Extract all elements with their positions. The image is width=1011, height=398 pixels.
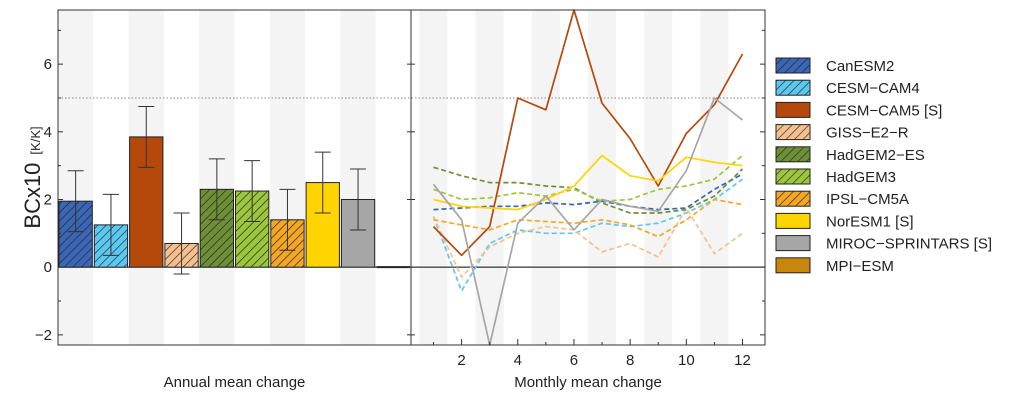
x-tick-label: 6 bbox=[570, 352, 578, 369]
legend-label: GISS−E2−R bbox=[826, 125, 909, 142]
legend-swatch bbox=[775, 146, 811, 163]
bg-stripe bbox=[531, 10, 560, 345]
y-tick-label: 2 bbox=[44, 191, 52, 208]
legend-swatch bbox=[775, 79, 811, 96]
y-axis-label-main: BCx10 bbox=[20, 163, 45, 229]
legend-swatch bbox=[775, 57, 811, 74]
legend-swatch bbox=[775, 101, 811, 118]
legend-label: NorESM1 [S] bbox=[826, 213, 914, 230]
series-line bbox=[432, 9, 744, 257]
legend-label: HadGEM3 bbox=[826, 169, 896, 186]
series-line bbox=[433, 173, 743, 211]
bg-stripe bbox=[644, 10, 673, 345]
y-tick-label: 0 bbox=[44, 259, 52, 276]
x-tick-label: 8 bbox=[626, 352, 634, 369]
bg-stripe bbox=[419, 10, 448, 345]
y-axis-label-unit: [K/K] bbox=[28, 126, 43, 154]
y-tick-label: 4 bbox=[44, 124, 52, 141]
bg-stripe bbox=[700, 10, 729, 345]
legend-label: MIROC−SPRINTARS [S] bbox=[826, 236, 992, 253]
legend-swatch bbox=[775, 190, 811, 207]
x-tick-label: 12 bbox=[734, 352, 751, 369]
x-tick-label: 4 bbox=[514, 352, 522, 369]
legend-label: CanESM2 bbox=[826, 58, 894, 75]
x-tick-label: 2 bbox=[457, 352, 465, 369]
x-tick-label: 10 bbox=[678, 352, 695, 369]
legend-swatch bbox=[775, 168, 811, 185]
legend-label: HadGEM2−ES bbox=[826, 147, 925, 164]
series-line bbox=[433, 198, 743, 238]
x-axis-label-monthly: Monthly mean change bbox=[514, 374, 662, 391]
legend-swatch bbox=[775, 235, 811, 252]
y-axis-label: BCx10 [K/K] bbox=[20, 126, 45, 228]
legend-swatch bbox=[775, 212, 811, 229]
legend-swatch bbox=[775, 124, 811, 141]
x-axis-label-annual: Annual mean change bbox=[164, 374, 306, 391]
legend-label: IPSL−CM5A bbox=[826, 191, 909, 208]
legend-swatch bbox=[775, 257, 811, 274]
y-tick-label: −2 bbox=[35, 327, 52, 344]
series-line bbox=[433, 154, 744, 203]
bar bbox=[235, 190, 270, 268]
bg-stripe bbox=[588, 10, 617, 345]
legend-label: CESM−CAM4 bbox=[826, 80, 920, 97]
legend-label: MPI−ESM bbox=[826, 258, 894, 275]
legend-label: CESM−CAM5 [S] bbox=[826, 102, 942, 119]
bg-stripe bbox=[269, 10, 306, 345]
y-tick-label: 6 bbox=[44, 56, 52, 73]
series-line bbox=[433, 166, 744, 214]
bg-stripe bbox=[475, 10, 504, 345]
series-line bbox=[432, 97, 744, 346]
